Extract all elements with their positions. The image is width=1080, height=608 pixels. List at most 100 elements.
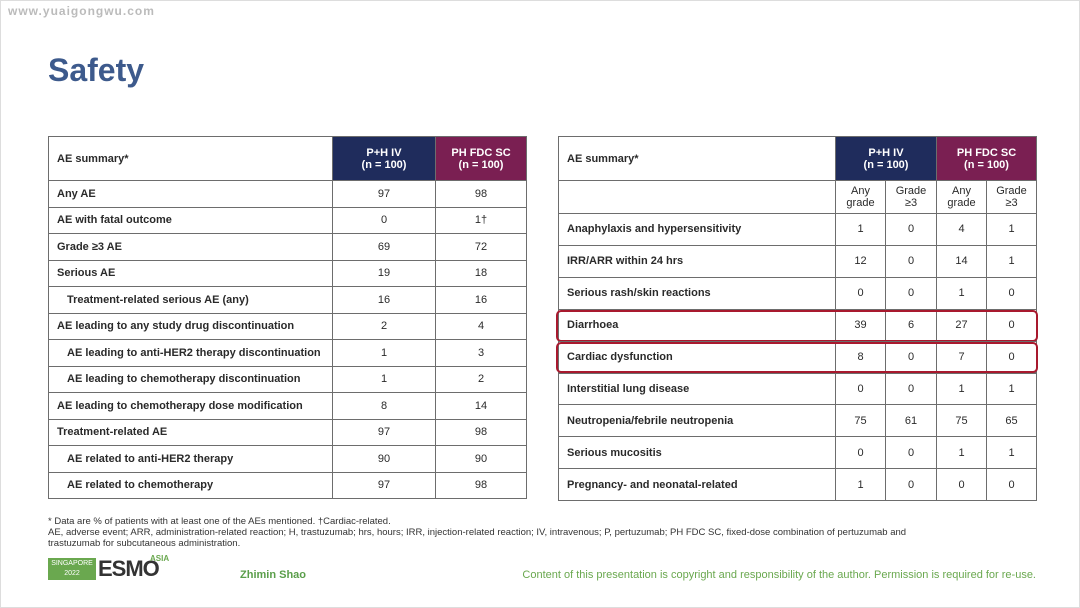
value-cell: 2	[332, 312, 436, 340]
value-cell: 1	[332, 339, 436, 367]
value: 1	[857, 223, 864, 236]
value: 18	[474, 267, 488, 280]
row-label: Anaphylaxis and hypersensitivity	[558, 213, 836, 246]
value-cell: 18	[435, 259, 527, 287]
value: 0	[380, 214, 388, 227]
value-cell: 75	[936, 404, 987, 438]
value-cell: 1†	[435, 206, 527, 234]
row-label-text: Anaphylaxis and hypersensitivity	[567, 223, 742, 236]
logo-year: 2022	[64, 570, 80, 577]
value: 1†	[474, 214, 488, 227]
header-line: ≥3	[1005, 197, 1018, 209]
value: 75	[854, 414, 867, 427]
row-label: Grade ≥3 AE	[48, 233, 333, 261]
value: 8	[380, 399, 388, 412]
row-label-text: AE leading to chemotherapy discontinuati…	[67, 373, 301, 386]
value: 98	[474, 479, 488, 492]
value: 61	[904, 414, 918, 427]
slide-title: Safety	[48, 52, 145, 88]
value-cell: 0	[885, 244, 937, 278]
value-cell: 19	[332, 259, 436, 287]
value: 1	[380, 346, 388, 359]
header-line: PH FDC SC	[451, 146, 511, 159]
logo-place: SINGAPORE	[51, 560, 93, 567]
value-cell: 90	[332, 445, 436, 473]
value-cell: 1	[835, 468, 886, 502]
value: 3	[477, 346, 485, 359]
value: 0	[1008, 351, 1015, 364]
header-line: P+H IV	[366, 146, 402, 159]
header-line: Any	[952, 185, 971, 197]
value: 97	[377, 187, 391, 200]
value-cell: 1	[986, 372, 1037, 406]
row-label-text: Treatment-related AE	[57, 426, 168, 439]
value-cell: 1	[835, 213, 886, 246]
author: Zhimin Shao	[240, 569, 306, 581]
header-blank	[558, 180, 836, 214]
row-label-text: AE leading to any study drug discontinua…	[57, 320, 295, 333]
row-label: AE leading to any study drug discontinua…	[48, 312, 333, 340]
value: 0	[907, 382, 915, 395]
row-label-text: AE leading to chemotherapy dose modifica…	[57, 399, 303, 412]
value: 0	[1008, 319, 1015, 332]
value-cell: 1	[986, 213, 1037, 246]
value: 1	[1008, 223, 1015, 236]
value: 14	[955, 255, 968, 268]
row-label: AE related to chemotherapy	[48, 471, 333, 499]
value-cell: 0	[332, 206, 436, 234]
value-cell: 4	[435, 312, 527, 340]
footnote-line: AE, adverse event; ARR, administration-r…	[48, 527, 907, 538]
value: 97	[377, 426, 391, 439]
column-header: P+H IV (n = 100)	[332, 136, 436, 181]
header-cell: AE summary*	[558, 136, 836, 181]
header-line: grade	[846, 197, 875, 209]
row-highlight	[556, 341, 1038, 374]
value: 98	[474, 187, 488, 200]
value: 1	[1008, 382, 1015, 395]
row-label-text: AE related to anti-HER2 therapy	[67, 452, 234, 465]
value-cell: 90	[435, 445, 527, 473]
header-line: P+H IV	[868, 146, 904, 159]
value: 90	[474, 452, 488, 465]
row-label-text: Serious mucositis	[567, 446, 662, 459]
value: 8	[857, 351, 864, 364]
subcolumn-header: Any grade	[936, 180, 987, 214]
row-label-text: Treatment-related serious AE (any)	[67, 293, 249, 306]
value: 0	[857, 382, 864, 395]
header-line: (n = 100)	[863, 158, 909, 171]
header-line: (n = 100)	[361, 158, 407, 171]
value: 19	[377, 267, 391, 280]
value-cell: 97	[332, 180, 436, 208]
header-line: (n = 100)	[458, 158, 504, 171]
row-label-text: Pregnancy- and neonatal-related	[567, 478, 738, 491]
value-cell: 14	[936, 244, 987, 278]
value: 2	[380, 320, 388, 333]
value: 14	[474, 399, 488, 412]
subcolumn-header: Any grade	[835, 180, 886, 214]
value: 0	[907, 478, 915, 491]
row-label: AE with fatal outcome	[48, 206, 333, 234]
group-header: P+H IV (n = 100)	[835, 136, 937, 181]
value-cell: 4	[936, 213, 987, 246]
value-cell: 0	[885, 213, 937, 246]
value-cell: 0	[986, 276, 1037, 310]
value-cell: 97	[332, 418, 436, 446]
value: 0	[907, 287, 915, 300]
value: 0	[1008, 287, 1015, 300]
column-header: PH FDC SC (n = 100)	[435, 136, 527, 181]
value-cell: 72	[435, 233, 527, 261]
value-cell: 0	[835, 436, 886, 470]
logo-badge: SINGAPORE 2022	[48, 558, 96, 580]
value-cell: 69	[332, 233, 436, 261]
row-label-text: Serious rash/skin reactions	[567, 287, 711, 300]
value-cell: 16	[332, 286, 436, 314]
value: 2	[477, 373, 485, 386]
row-label-text: Neutropenia/febrile neutropenia	[567, 414, 734, 427]
logo: SINGAPORE 2022 ESMO ASIA	[48, 554, 169, 582]
value-cell: 2	[435, 365, 527, 393]
value: 12	[854, 255, 867, 268]
value-cell: 12	[835, 244, 886, 278]
value-cell: 97	[332, 471, 436, 499]
copyright: Content of this presentation is copyrigh…	[522, 569, 1036, 581]
row-label-text: Cardiac dysfunction	[567, 351, 673, 364]
